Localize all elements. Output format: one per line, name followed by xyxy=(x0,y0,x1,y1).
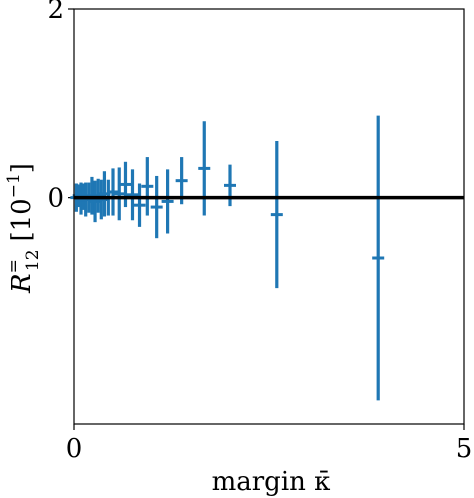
x-tick-label: 0 xyxy=(66,434,83,464)
y-axis-label: R=12 [10−1] xyxy=(4,163,43,294)
y-axis-symbol: R xyxy=(7,273,37,294)
y-axis-superscript: = xyxy=(4,259,24,273)
y-tick-label: 0 xyxy=(47,184,64,214)
y-axis-subscript: 12 xyxy=(23,249,43,271)
y-tick-label: 2 xyxy=(47,0,64,25)
errorbar-series xyxy=(70,115,464,401)
y-axis-unit-close: ] xyxy=(7,163,37,173)
plot-area xyxy=(68,8,465,430)
axes-frame xyxy=(73,8,465,425)
y-axis-unit: [10 xyxy=(7,198,37,241)
y-axis-unit-exponent: −1 xyxy=(4,173,24,198)
x-axis-label: margin κ̄ xyxy=(212,467,331,497)
x-tick-label: 5 xyxy=(456,434,473,464)
